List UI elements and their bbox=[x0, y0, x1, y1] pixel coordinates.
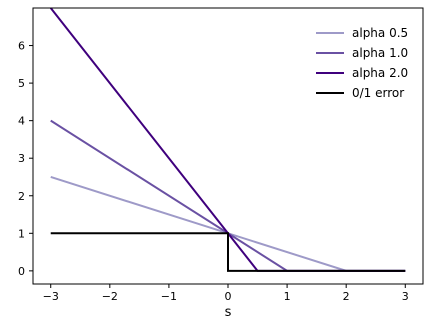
x-tick-label: −2 bbox=[102, 290, 118, 303]
series-layer bbox=[49, 7, 406, 272]
legend-label: alpha 2.0 bbox=[352, 66, 408, 80]
y-tick-label: 2 bbox=[18, 190, 25, 203]
y-tick-label: 6 bbox=[18, 40, 25, 53]
x-tick-label: −3 bbox=[43, 290, 59, 303]
x-tick-label: 0 bbox=[225, 290, 232, 303]
legend-label: alpha 0.5 bbox=[352, 26, 408, 40]
x-tick-label: 1 bbox=[284, 290, 291, 303]
x-tick-label: 2 bbox=[343, 290, 350, 303]
legend-label: alpha 1.0 bbox=[352, 46, 408, 60]
legend-label: 0/1 error bbox=[352, 86, 404, 100]
y-tick-label: 0 bbox=[18, 265, 25, 278]
x-tick-label: −1 bbox=[161, 290, 177, 303]
series-line-3 bbox=[50, 232, 406, 272]
x-tick-label: 3 bbox=[402, 290, 409, 303]
y-tick-label: 1 bbox=[18, 227, 25, 240]
x-axis-label: s bbox=[225, 305, 232, 320]
y-tick-label: 5 bbox=[18, 77, 25, 90]
legend: alpha 0.5 alpha 1.0 alpha 2.0 0/1 error bbox=[316, 26, 408, 100]
y-tick-label: 3 bbox=[18, 152, 25, 165]
y-tick-label: 4 bbox=[18, 115, 25, 128]
ticks-layer: −3 −2 −1 0 1 2 3 0 1 2 3 4 5 6 bbox=[18, 40, 409, 303]
